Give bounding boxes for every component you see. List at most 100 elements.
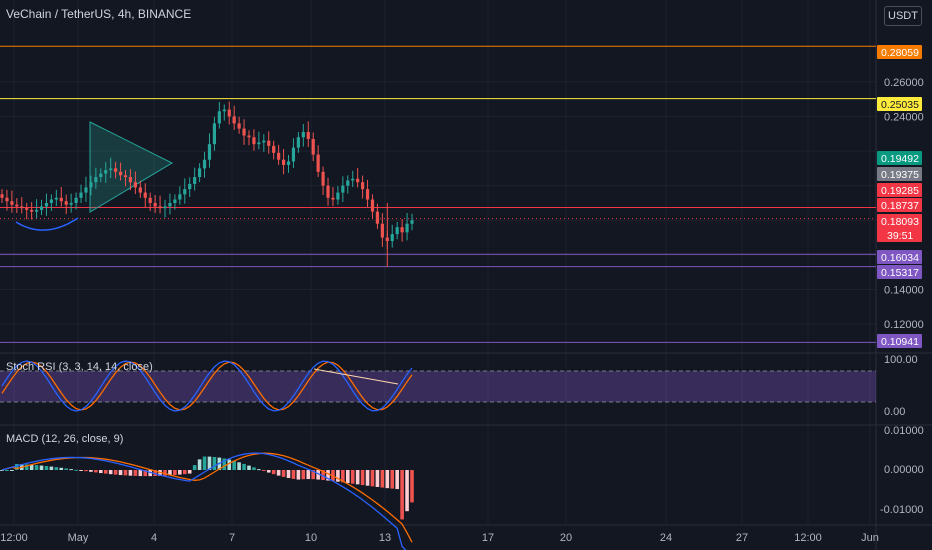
macd-bar [365, 470, 370, 486]
candle-body [321, 171, 325, 186]
macd-bar [271, 470, 276, 475]
candle-body [380, 223, 384, 238]
time-axis-label: 4 [151, 532, 157, 544]
stoch-divergence-line[interactable] [313, 368, 399, 385]
candle-body [232, 116, 236, 124]
macd-bar [44, 466, 49, 470]
macd-bar [39, 465, 44, 470]
macd-bar [207, 456, 212, 470]
symbol-title[interactable]: VeChain / TetherUS, 4h, BINANCE [6, 7, 192, 21]
macd-bar [291, 470, 296, 479]
macd-bar [316, 470, 320, 480]
macd-bar [24, 464, 29, 470]
candle-body [153, 202, 157, 207]
macd-bar [138, 470, 143, 477]
time-axis-label: 12:00 [794, 532, 822, 544]
candle-body [178, 194, 182, 200]
price-label: 0.18737 [877, 198, 922, 212]
macd-bar [350, 470, 355, 484]
countdown-text: 39:51 [887, 230, 913, 242]
candle-body [410, 220, 414, 224]
macd-bar [168, 470, 172, 476]
time-axis-label: Jun [861, 532, 879, 544]
candle-body [306, 132, 310, 139]
candle-body [188, 183, 192, 190]
candle-body [237, 123, 241, 129]
candle-body [44, 202, 49, 207]
macd-bar [178, 470, 182, 475]
candle-body [20, 206, 24, 209]
macd-bar [74, 469, 78, 471]
candle-body [84, 187, 88, 193]
candle-body [104, 170, 108, 174]
macd-bar [163, 470, 167, 476]
macd-bar [385, 470, 390, 489]
price-tick-label: 0.12000 [884, 319, 924, 331]
macd-bar [400, 470, 404, 520]
time-axis-label: 24 [660, 532, 672, 544]
macd-bar [202, 456, 207, 470]
candle-body [109, 168, 113, 171]
macd-bar [15, 463, 19, 470]
candle-body [143, 192, 147, 198]
rounding-bottom-curve[interactable] [15, 217, 79, 231]
candle-body [163, 206, 167, 209]
candle-body [257, 142, 261, 145]
macd-bar [29, 464, 34, 470]
candle-body [54, 197, 58, 200]
price-label-box [877, 45, 922, 59]
price-label-text: 0.25035 [881, 99, 919, 111]
macd-bar [84, 470, 88, 472]
candle-body [331, 197, 335, 200]
candle-body [49, 199, 53, 203]
grid [0, 0, 876, 525]
macd-bar [345, 470, 350, 484]
candle-body [193, 177, 197, 184]
macd-bar [94, 470, 98, 473]
macd-signal-line [1, 452, 413, 543]
candle-body [10, 201, 14, 205]
candle-body [351, 178, 355, 181]
candle-body [39, 206, 44, 210]
macd-bar [59, 467, 64, 470]
candle-body [316, 154, 320, 172]
macd-bar [192, 465, 197, 470]
macd-title[interactable]: MACD (12, 26, close, 9) [6, 433, 124, 445]
macd-bar [103, 470, 108, 474]
macd-bar [247, 465, 251, 470]
stoch-rsi-title[interactable]: Stoch RSI (3, 3, 14, 14, close) [6, 361, 153, 373]
candle-body [365, 189, 370, 200]
macd-bar [98, 470, 103, 474]
price-label-text: 0.19492 [881, 153, 919, 165]
candle-body [262, 140, 266, 143]
macd-bar [262, 470, 266, 471]
macd-bar [34, 465, 39, 470]
macd-bar [227, 459, 232, 470]
candle-body [405, 223, 409, 233]
triangle-pattern[interactable] [89, 121, 174, 213]
price-label-box [877, 97, 922, 111]
macd-histogram [0, 456, 414, 520]
macd-bar [242, 463, 246, 470]
price-label: 0.15317 [877, 265, 922, 279]
macd-bar [336, 470, 340, 482]
macd-bar [286, 470, 291, 479]
price-label: 0.28059 [877, 45, 922, 59]
candle-body [183, 189, 187, 195]
candle-body [207, 144, 212, 160]
price-label-box [877, 151, 922, 165]
stoch-band [0, 371, 876, 402]
currency-unit-button[interactable]: USDT [884, 6, 922, 26]
macd-bar [410, 470, 414, 503]
candle-body [99, 173, 103, 178]
price-label: 0.19375 [877, 167, 922, 181]
price-label-text: 0.16034 [881, 252, 919, 264]
macd-bar [108, 470, 113, 475]
price-label-box [877, 183, 922, 197]
candle-body [168, 202, 172, 207]
price-label: 0.25035 [877, 97, 922, 111]
macd-bar [405, 470, 409, 512]
price-label-text: 0.18737 [881, 200, 919, 212]
macd-bar [123, 470, 128, 476]
